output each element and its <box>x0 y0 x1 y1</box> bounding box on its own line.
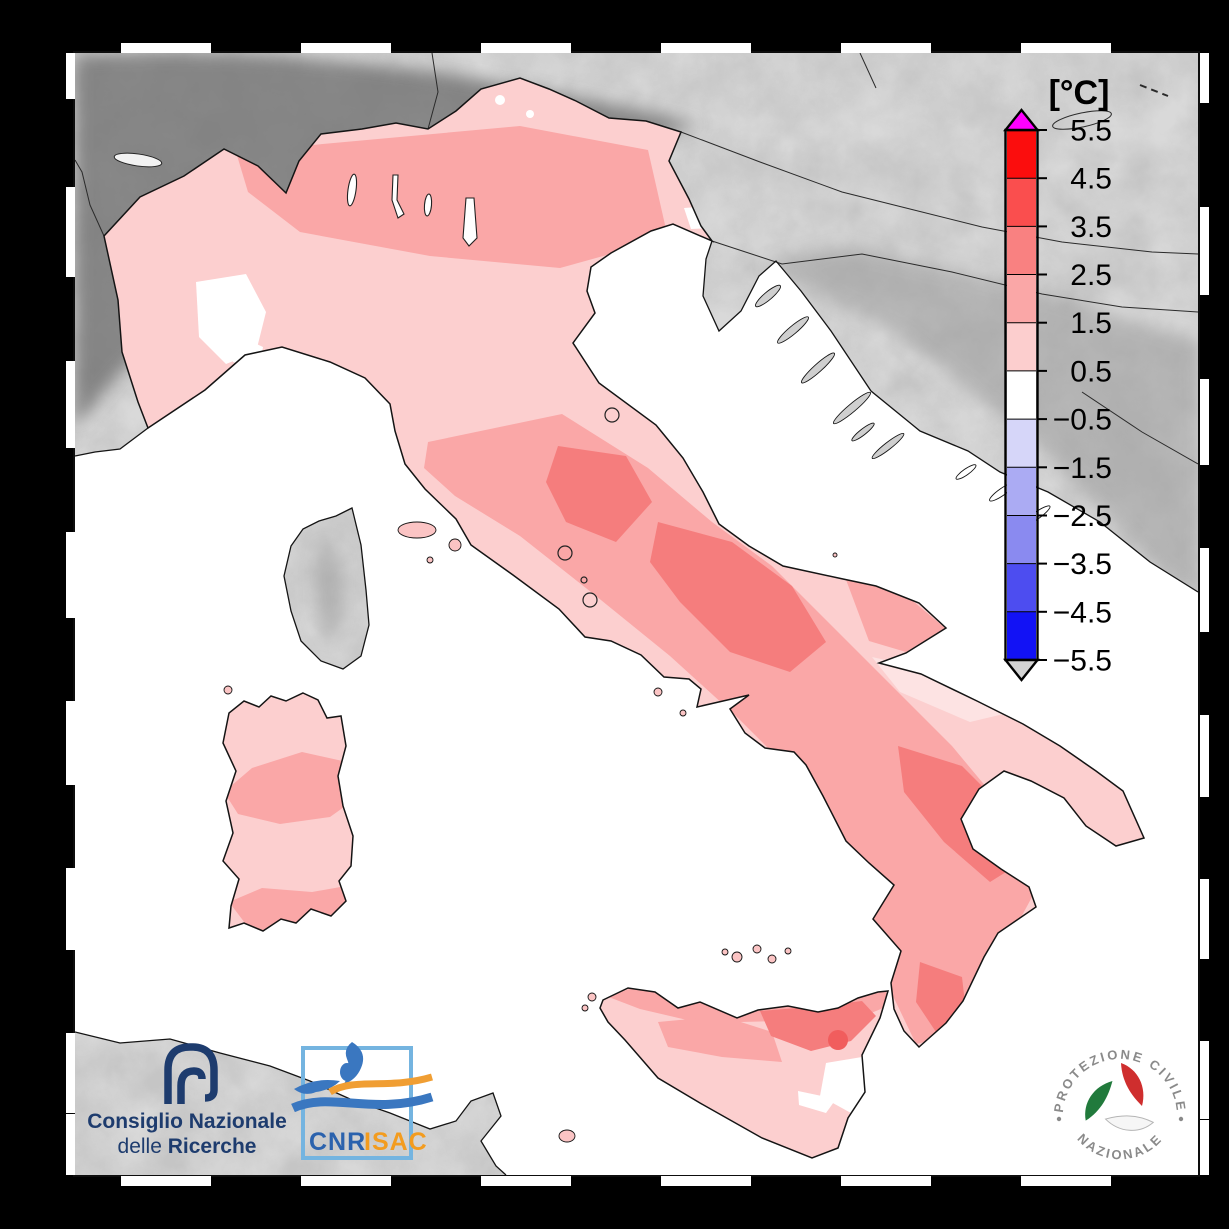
frame-dash <box>121 43 211 53</box>
alpine-lakes <box>113 152 163 168</box>
colorbar-tick-label: −5.5 <box>1053 645 1112 678</box>
colorbar-tick-label: −0.5 <box>1053 404 1112 437</box>
isac-isac-label: ISAC <box>364 1128 428 1156</box>
colorbar-segment <box>1007 515 1036 564</box>
frame-dash <box>661 43 751 53</box>
colorbar-over-arrow <box>1003 108 1040 132</box>
colorbar-segment-dividers <box>1007 177 1036 613</box>
colorbar-segment <box>1007 611 1036 660</box>
lake-iseo <box>423 193 433 217</box>
frame-dash <box>1021 43 1111 53</box>
frame-dash <box>1200 715 1209 797</box>
dalmatian-coast <box>702 240 1198 593</box>
frame-dash <box>301 43 391 53</box>
frame-dash <box>1200 1120 1209 1175</box>
colorbar-title: [°C] <box>1049 74 1110 112</box>
frame-dash <box>301 1176 391 1186</box>
frame-dash <box>1200 379 1209 465</box>
frame-dash <box>1200 207 1209 295</box>
lake-maggiore <box>346 173 358 207</box>
colorbar-tick-label: −4.5 <box>1053 596 1112 629</box>
colorbar-tick-label: −3.5 <box>1053 548 1112 581</box>
colorbar-segment <box>1007 467 1036 516</box>
colorbar-segment <box>1007 322 1036 371</box>
lake-como <box>391 174 405 219</box>
cnr-logo-line2-bold: Ricerche <box>168 1135 257 1158</box>
colorbar-tick-label: −2.5 <box>1053 500 1112 533</box>
lake-geneva <box>113 152 163 168</box>
colorbar-under-arrow <box>1003 658 1040 682</box>
colorbar-tick-label: 1.5 <box>1070 307 1112 340</box>
colorbar: [°C] <box>1003 74 1112 682</box>
colorbar-ticks <box>1038 129 1047 661</box>
colorbar-segment <box>1007 130 1036 179</box>
frame-dash <box>66 701 75 785</box>
colorbar-tick-label: 0.5 <box>1070 355 1112 388</box>
frame-dash <box>66 1114 75 1175</box>
north-lakes <box>346 173 478 247</box>
colorbar-segment <box>1007 178 1036 227</box>
frame-dash <box>66 868 75 950</box>
frame-dash <box>66 532 75 618</box>
cnr-logo-line1: Consiglio Nazionale <box>87 1110 287 1133</box>
cnr-isac-logo: CNR ISAC <box>291 1042 434 1160</box>
frame-dash <box>1200 1041 1209 1119</box>
frame-dash <box>121 1176 211 1186</box>
frame-dash <box>481 43 571 53</box>
frame-dash <box>841 43 931 53</box>
french-coast <box>75 427 149 457</box>
colorbar-tick-label: −1.5 <box>1053 452 1112 485</box>
minor-islands <box>223 521 838 1143</box>
frame-dash <box>1021 1176 1111 1186</box>
graticule-frame-dashes <box>66 43 1209 1186</box>
frame-dash <box>661 1176 751 1186</box>
cnr-logo-line2: delle Ricerche <box>118 1135 257 1158</box>
frame-dash <box>66 361 75 448</box>
country-borders <box>75 53 1198 465</box>
frame-dash <box>66 53 75 99</box>
colorbar-tick-label: 3.5 <box>1070 211 1112 244</box>
frame-dash <box>1200 548 1209 632</box>
pc-triskelion-icon <box>1085 1063 1155 1131</box>
peninsula-lakes <box>557 407 620 608</box>
map-canvas: [°C] <box>75 53 1198 1175</box>
cnr-logo-line2-regular: delle <box>118 1135 168 1158</box>
colorbar-segment <box>1007 563 1036 612</box>
pantelleria <box>558 1129 576 1143</box>
lake-balaton-outline <box>1052 110 1112 130</box>
cnr-emblem-icon <box>164 1043 218 1104</box>
colorbar-tick-label: 4.5 <box>1070 163 1112 196</box>
pc-separator-dot <box>1178 1116 1184 1122</box>
pc-separator-dot <box>1056 1116 1062 1122</box>
colorbar-segment <box>1007 274 1036 323</box>
frame-dash <box>481 1176 571 1186</box>
elba <box>397 521 437 539</box>
cnr-logo: Consiglio Nazionale delle Ricerche <box>87 1043 287 1158</box>
colorbar-segments <box>1007 130 1036 660</box>
frame-dash <box>841 1176 931 1186</box>
colorbar-segment <box>1007 226 1036 275</box>
isac-cnr-label: CNR <box>309 1128 366 1156</box>
isac-waves-icon <box>291 1042 434 1113</box>
lake-garda <box>462 197 478 247</box>
colorbar-segment <box>1007 370 1036 420</box>
frame-dash <box>66 1033 75 1113</box>
frame-dash <box>1200 53 1209 103</box>
colorbar-tick-label: 2.5 <box>1070 259 1112 292</box>
frame-dash <box>66 187 75 277</box>
etna-hotspot <box>828 1030 848 1050</box>
colorbar-segment <box>1007 419 1036 468</box>
colorbar-tick-label: 5.5 <box>1070 115 1112 148</box>
colorbar-tick-labels: 5.5 4.5 3.5 2.5 1.5 0.5 −0.5 −1.5 −2.5 −… <box>1053 115 1112 678</box>
frame-dash <box>1200 879 1209 959</box>
